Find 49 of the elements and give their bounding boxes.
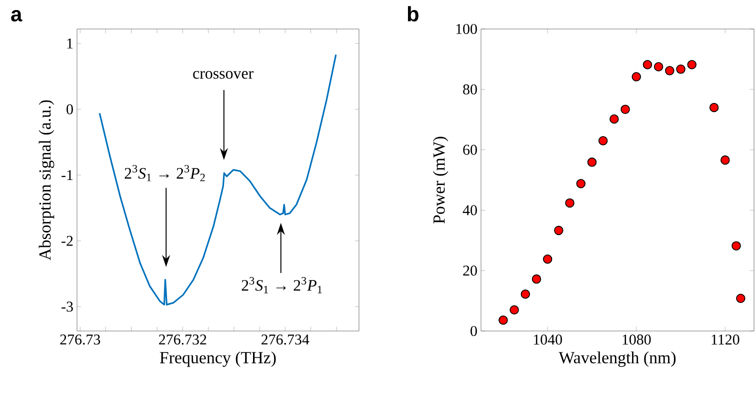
point xyxy=(620,104,630,114)
point xyxy=(736,294,746,304)
x-tick-label: 276.73 xyxy=(60,334,100,345)
annotation: crossover xyxy=(193,71,254,79)
annotation: 2$^{3}$S$_{1}$ → 2$^{3}$P$_{1}$ xyxy=(242,276,322,294)
x-tick-label: 276.732 xyxy=(159,334,206,345)
point xyxy=(632,72,642,82)
x-axis-title: Wavelength (nm) xyxy=(558,351,676,367)
point xyxy=(576,178,586,188)
annotation: 2$^{3}$S$_{1}$ → 2$^{3}$P$_{2}$ xyxy=(124,164,205,182)
y-tick-label: 80 xyxy=(463,84,477,94)
y-tick-label: 100 xyxy=(456,24,477,34)
y-tick-label: 1 xyxy=(67,38,73,48)
y-tick-label: -1 xyxy=(62,170,73,180)
point xyxy=(709,102,719,112)
y-tick-label: -3 xyxy=(62,302,73,312)
x-tick-label: 1040 xyxy=(534,334,562,345)
chart-title: a xyxy=(11,10,22,22)
point xyxy=(598,136,608,146)
line-series xyxy=(98,54,337,306)
y-tick-label: 20 xyxy=(463,266,477,276)
y-tick-label: 0 xyxy=(66,104,73,114)
point xyxy=(720,155,730,165)
point xyxy=(532,274,542,284)
y-axis-title: Absorption signal (a.u.) xyxy=(38,100,54,260)
y-tick-label: -2 xyxy=(62,236,73,246)
x-axis-title: Frequency (THz) xyxy=(160,351,276,367)
point xyxy=(565,198,574,208)
point xyxy=(587,158,597,167)
point xyxy=(542,254,552,264)
point xyxy=(642,60,652,70)
point xyxy=(665,66,674,76)
point xyxy=(687,60,696,70)
point xyxy=(732,241,741,250)
point xyxy=(676,64,686,74)
point xyxy=(498,315,508,325)
x-tick-label: 1120 xyxy=(712,334,740,345)
y-axis-title: Power (mW) xyxy=(432,136,448,224)
y-tick-label: 60 xyxy=(463,144,477,155)
y-tick-label: 0 xyxy=(470,326,477,336)
point xyxy=(510,305,519,314)
point xyxy=(654,62,664,72)
point xyxy=(610,114,619,124)
point xyxy=(554,226,564,236)
chart-title: b xyxy=(408,6,418,22)
point xyxy=(520,290,530,299)
x-tick-label: 276.734 xyxy=(262,334,310,345)
y-tick-label: 40 xyxy=(462,205,477,216)
x-tick-label: 1080 xyxy=(622,334,651,345)
